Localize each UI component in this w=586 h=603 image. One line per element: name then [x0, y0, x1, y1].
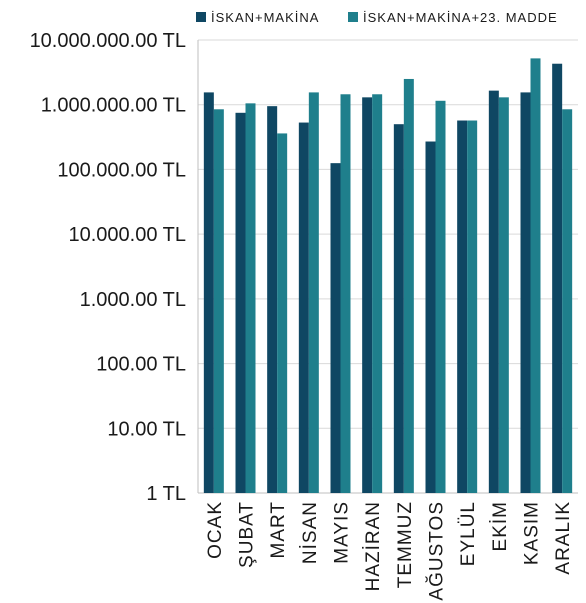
bar: [340, 94, 351, 493]
x-category-label: EYLÜL: [458, 501, 479, 566]
legend-label: İSKAN+MAKİNA: [211, 10, 319, 25]
x-axis-category-labels: OCAK ŞUBAT MART NİSAN MAYIS HAZİRAN TEMMUZ AĞUS…: [205, 501, 574, 601]
bar: [245, 103, 256, 494]
x-category-label: MAYIS: [332, 501, 353, 564]
bar: [298, 122, 309, 493]
x-category-label: ARALIK: [553, 501, 574, 575]
y-tick-label: 1.000.000.00 TL: [41, 95, 186, 117]
legend-label: İSKAN+MAKİNA+23. MADDE: [363, 10, 558, 25]
y-tick-label: 1.000.00 TL: [80, 289, 186, 311]
bar: [562, 109, 573, 493]
bar: [308, 92, 319, 494]
x-category-label: KASIM: [522, 501, 543, 565]
y-tick-label: 10.00 TL: [107, 418, 186, 440]
bar: [530, 58, 541, 494]
bar: [403, 78, 414, 493]
bar: [425, 141, 436, 493]
bar: [393, 124, 404, 494]
bar: [235, 112, 246, 493]
legend: İSKAN+MAKİNA İSKAN+MAKİNA+23. MADDE: [196, 10, 558, 25]
legend-swatch: [348, 12, 358, 22]
y-tick-label: 1 TL: [146, 483, 186, 505]
y-tick-label: 100.000.00 TL: [57, 159, 186, 181]
x-category-label: MART: [268, 501, 289, 558]
bar: [372, 94, 383, 493]
bar: [330, 163, 341, 493]
bar: [267, 106, 278, 493]
bars: [203, 58, 573, 494]
gridlines: [197, 39, 578, 494]
x-category-label: TEMMUZ: [395, 501, 416, 588]
x-category-label: AĞUSTOS: [426, 501, 448, 601]
y-tick-label: 100.00 TL: [96, 354, 186, 376]
bar: [362, 97, 373, 494]
y-tick-label: 10.000.00 TL: [68, 224, 186, 246]
x-category-label: OCAK: [205, 501, 226, 559]
legend-swatch: [196, 12, 206, 22]
bar: [203, 92, 214, 494]
x-category-label: HAZİRAN: [363, 501, 384, 591]
x-category-label: EKİM: [490, 501, 511, 551]
y-tick-label: 10.000.000.00 TL: [30, 30, 186, 52]
y-axis-tick-labels: 1 TL 10.00 TL 100.00 TL 1.000.00 TL 10.000.0…: [30, 30, 186, 505]
bar: [435, 100, 446, 494]
bar: [277, 133, 288, 493]
bar: [498, 97, 509, 494]
bar: [457, 120, 468, 494]
bar: [467, 120, 478, 494]
bar: [552, 63, 563, 494]
bar: [488, 90, 499, 494]
bar: [520, 92, 531, 494]
bar: [213, 109, 224, 493]
x-category-label: ŞUBAT: [237, 501, 258, 568]
x-category-label: NİSAN: [300, 501, 321, 564]
